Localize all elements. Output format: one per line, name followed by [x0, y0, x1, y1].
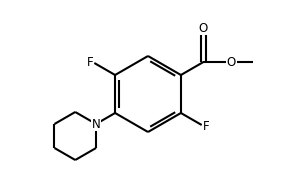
Text: O: O — [227, 55, 236, 68]
Text: N: N — [92, 118, 100, 131]
Text: F: F — [203, 120, 209, 133]
Text: O: O — [199, 22, 208, 35]
Text: N: N — [92, 118, 100, 131]
Text: F: F — [87, 55, 93, 68]
